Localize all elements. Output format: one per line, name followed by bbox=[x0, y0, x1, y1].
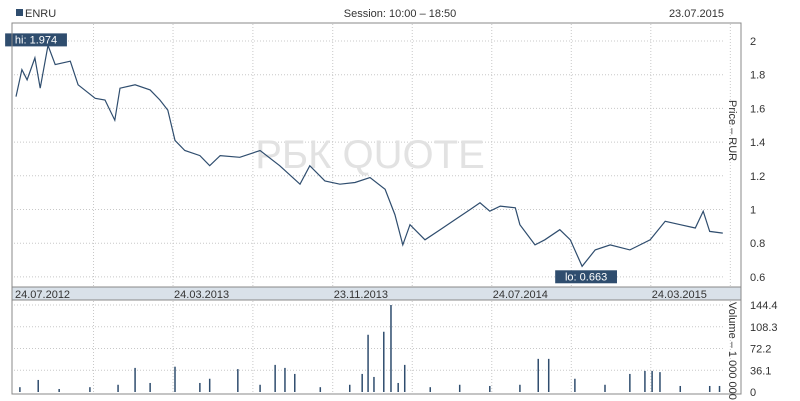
volume-bar bbox=[367, 334, 369, 392]
volume-y-tick: 144.4 bbox=[750, 300, 778, 312]
volume-bar bbox=[397, 382, 399, 392]
x-tick-label: 24.07.2014 bbox=[493, 289, 548, 301]
volume-y-tick: 36.1 bbox=[750, 365, 771, 377]
volume-bars bbox=[19, 305, 721, 392]
x-tick-label: 24.03.2013 bbox=[174, 289, 229, 301]
volume-bar bbox=[294, 373, 296, 392]
price-axis-title: Price – RUR bbox=[726, 100, 738, 161]
volume-bar bbox=[348, 384, 351, 392]
volume-bar bbox=[659, 372, 661, 392]
volume-y-tick: 0 bbox=[750, 387, 756, 399]
volume-bar bbox=[383, 331, 385, 392]
volume-bar bbox=[429, 387, 431, 392]
volume-bar bbox=[547, 358, 550, 392]
volume-bar bbox=[134, 367, 136, 392]
volume-bar bbox=[519, 384, 521, 392]
ticker-legend-swatch bbox=[16, 9, 23, 16]
volume-bar bbox=[537, 358, 539, 392]
volume-axis-title: Volume – 1 000 000 bbox=[726, 302, 738, 400]
volume-panel-frame bbox=[11, 299, 742, 395]
volume-bar bbox=[149, 382, 151, 392]
volume-y-tick: 72.2 bbox=[750, 344, 771, 356]
x-tick-label: 23.11.2013 bbox=[334, 289, 388, 301]
volume-bar bbox=[274, 364, 276, 392]
volume-bar bbox=[284, 367, 286, 392]
volume-bar bbox=[19, 387, 21, 392]
x-tick-label: 24.07.2012 bbox=[15, 289, 70, 301]
watermark: РБК QUOTE bbox=[255, 133, 485, 177]
price-line bbox=[15, 43, 723, 268]
price-y-tick: 1.4 bbox=[750, 137, 765, 149]
volume-bar bbox=[199, 382, 201, 392]
volume-bar bbox=[489, 385, 491, 392]
date-label: 23.07.2015 bbox=[669, 8, 724, 20]
x-tick-labels: 24.07.2012 24.03.2013 23.11.2013 24.07.2014… bbox=[15, 289, 707, 301]
volume-bar bbox=[708, 385, 711, 392]
ticker-label: ENRU bbox=[25, 8, 56, 20]
volume-bar bbox=[644, 370, 646, 392]
volume-bar bbox=[361, 373, 363, 392]
volume-bar bbox=[718, 385, 721, 392]
price-y-tick: 1 bbox=[750, 205, 756, 217]
volume-y-ticks: 0 36.1 72.2 108.3 144.4 bbox=[750, 300, 778, 399]
volume-bar bbox=[237, 369, 239, 392]
x-tick-label: 24.03.2015 bbox=[652, 289, 707, 301]
session-label: Session: 10:00 – 18:50 bbox=[344, 8, 457, 20]
annotations: hi: 1.974 lo: 0.663 bbox=[5, 33, 617, 284]
volume-bar bbox=[629, 373, 631, 392]
volume-bar bbox=[58, 388, 60, 392]
price-y-tick: 1.2 bbox=[750, 171, 765, 183]
volume-grid bbox=[14, 301, 731, 393]
low-label: lo: 0.663 bbox=[555, 270, 617, 284]
price-y-tick: 1.8 bbox=[750, 70, 765, 82]
volume-bar bbox=[373, 376, 375, 392]
volume-bar bbox=[319, 387, 322, 392]
price-y-tick: 0.8 bbox=[750, 238, 765, 250]
svg-text:hi: 1.974: hi: 1.974 bbox=[15, 34, 57, 46]
high-label: hi: 1.974 bbox=[5, 33, 67, 47]
volume-bar bbox=[259, 384, 261, 392]
volume-bar bbox=[458, 384, 461, 392]
svg-text:lo: 0.663: lo: 0.663 bbox=[565, 271, 607, 283]
volume-bar bbox=[574, 378, 576, 392]
price-panel-frame bbox=[11, 22, 742, 288]
price-y-tick: 2 bbox=[750, 36, 756, 48]
volume-bar bbox=[37, 379, 39, 392]
volume-bar bbox=[403, 364, 406, 392]
volume-bar bbox=[390, 305, 392, 392]
volume-bar bbox=[679, 385, 682, 392]
price-y-ticks: 0.6 0.8 1 1.2 1.4 1.6 1.8 2 bbox=[750, 36, 765, 284]
volume-bar bbox=[651, 370, 653, 392]
price-y-tick: 0.6 bbox=[750, 272, 765, 284]
volume-bar bbox=[208, 378, 211, 392]
volume-bar bbox=[117, 384, 119, 392]
volume-bar bbox=[174, 366, 176, 392]
volume-bar bbox=[604, 384, 606, 392]
volume-bar bbox=[89, 387, 91, 392]
price-y-tick: 1.6 bbox=[750, 103, 765, 115]
volume-y-tick: 108.3 bbox=[750, 322, 778, 334]
